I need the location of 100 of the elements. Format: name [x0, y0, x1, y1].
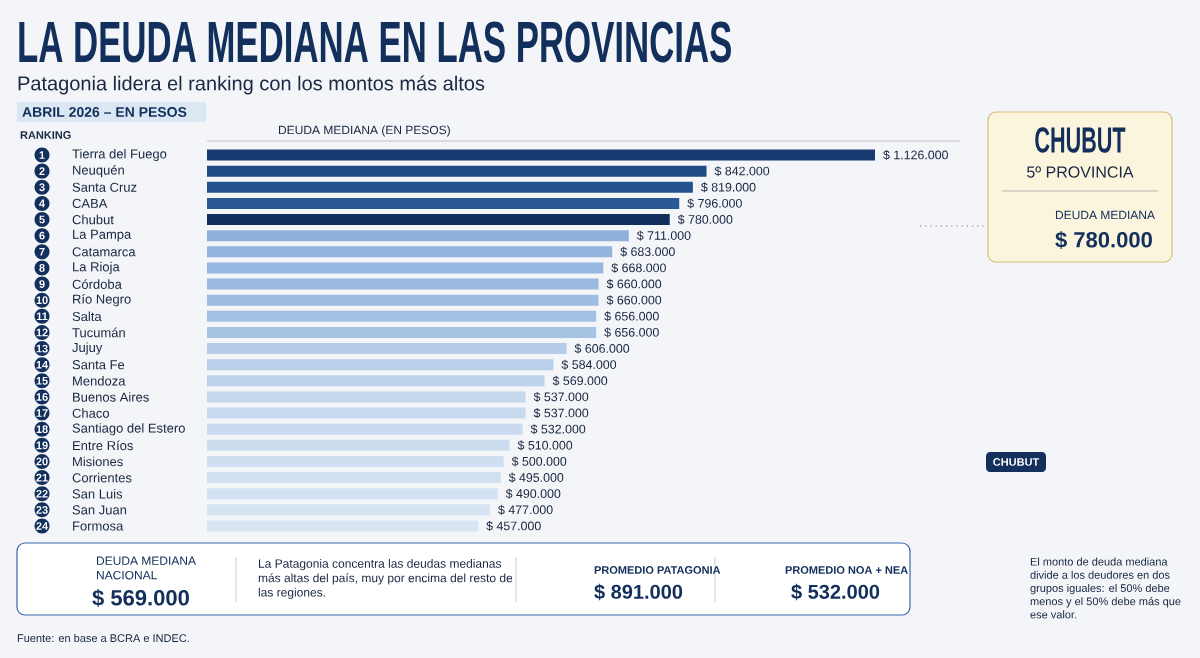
- bar: [207, 423, 523, 435]
- text: 22: [36, 489, 48, 498]
- bar: [207, 504, 490, 516]
- bar: [207, 181, 693, 193]
- y-tick-label: Formosa: [73, 521, 124, 531]
- text: $ 780.000: [1055, 231, 1152, 249]
- bar: [207, 520, 479, 532]
- text: 12: [36, 328, 48, 337]
- data-label: $ 477.000: [498, 504, 553, 515]
- data-label: $ 656.000: [604, 311, 659, 322]
- data-label: $ 660.000: [606, 279, 662, 290]
- text: 3: [39, 183, 45, 192]
- bar: [207, 165, 707, 177]
- data-label: $ 500.000: [511, 456, 567, 467]
- text: 6: [39, 231, 45, 240]
- y-tick-label: Tierra del Fuego: [72, 148, 167, 162]
- y-tick-label: Neuquén: [73, 165, 124, 178]
- text: La Patagonia concentra las deudas medianas más altas del país, muy por encima del resto de las regiones.: [258, 558, 513, 599]
- text: PROMEDIO NOA + NEA: [785, 566, 908, 574]
- text: DEUDA MEDIANA (EN PESOS): [278, 125, 450, 137]
- data-label: $ 495.000: [508, 472, 564, 483]
- bar: [207, 278, 599, 290]
- text: DEUDA MEDIANA: [1055, 210, 1155, 220]
- text: 21: [36, 473, 48, 482]
- bar: [207, 407, 526, 419]
- text: 23: [36, 505, 48, 514]
- y-tick-label: Santa Cruz: [72, 182, 137, 192]
- text: 2: [39, 167, 45, 175]
- y-tick-label: San Luis: [72, 488, 123, 499]
- bar: [207, 197, 680, 209]
- y-tick-label: Santa Fe: [72, 360, 125, 370]
- text: 11: [36, 312, 48, 321]
- text: CHUBUT: [993, 458, 1040, 466]
- data-label: $ 532.000: [530, 424, 586, 435]
- y-tick-label: Chubut: [72, 214, 114, 225]
- chart-title: LA DEUDA MEDIANA EN LAS PROVINCIAS: [19, 21, 731, 63]
- bar: [207, 326, 597, 338]
- y-tick-label: Santiago del Estero: [72, 423, 185, 436]
- text: 15: [36, 376, 48, 385]
- data-label: $ 842.000: [714, 166, 770, 177]
- y-tick-label: Córdoba: [72, 279, 122, 289]
- y-tick-label: San Juan: [72, 505, 127, 515]
- y-tick-label: Corrientes: [72, 472, 132, 483]
- text: 18: [36, 425, 48, 434]
- text: PROMEDIO PATAGONIA: [594, 566, 721, 574]
- text: 7: [39, 248, 45, 256]
- y-tick-label: Mendoza: [73, 376, 126, 386]
- text: $ 891.000: [594, 583, 683, 601]
- y-tick-label: Chaco: [72, 408, 110, 418]
- text: 8: [39, 264, 45, 272]
- data-label: $ 660.000: [606, 295, 662, 306]
- data-label: $ 819.000: [701, 182, 756, 193]
- data-label: $ 683.000: [620, 246, 675, 257]
- text: 17: [36, 409, 48, 417]
- y-tick-label: La Rioja: [73, 261, 120, 274]
- text: 9: [39, 280, 45, 288]
- text: $ 569.000: [92, 589, 189, 607]
- data-label: $ 510.000: [517, 440, 573, 451]
- bar: [207, 359, 554, 371]
- y-tick-label: Río Negro: [73, 294, 131, 307]
- data-label: $ 780.000: [677, 214, 733, 225]
- text: 4: [39, 199, 46, 208]
- data-label: $ 537.000: [533, 408, 589, 419]
- bar: [207, 439, 510, 451]
- data-label: $ 457.000: [486, 521, 541, 531]
- y-tick-label: Tucumán: [72, 327, 125, 338]
- bar: [207, 488, 498, 500]
- data-label: $ 606.000: [574, 343, 630, 354]
- y-tick-label: La Pampa: [73, 229, 132, 242]
- text: 14: [36, 360, 49, 369]
- text: 16: [36, 393, 48, 401]
- text: 13: [36, 344, 48, 353]
- data-label: $ 537.000: [533, 391, 589, 402]
- data-label: $ 668.000: [611, 262, 666, 273]
- text: 10: [36, 296, 48, 305]
- y-tick-label: CABA: [72, 198, 108, 208]
- text: 5º PROVINCIA: [1027, 166, 1134, 178]
- text: 1: [39, 151, 45, 159]
- bar: [207, 391, 526, 403]
- data-label: $ 584.000: [561, 359, 617, 370]
- bar: [207, 310, 597, 322]
- text: CHUBUT: [1035, 127, 1126, 153]
- y-tick-label: Catamarca: [72, 247, 136, 257]
- chart-subtitle: Patagonia lidera el ranking con los montos más altos: [18, 75, 485, 95]
- text: 5: [39, 215, 45, 224]
- text: 19: [36, 441, 48, 450]
- bar: [207, 294, 599, 306]
- text: $ 532.000: [791, 583, 880, 601]
- data-label: $ 796.000: [687, 198, 742, 209]
- y-tick-label: Misiones: [73, 456, 123, 467]
- bar: [207, 214, 670, 226]
- bar: [207, 375, 545, 387]
- text: RANKING: [20, 131, 71, 139]
- y-tick-label: Entre Ríos: [73, 440, 133, 451]
- text: DEUDA MEDIANA NACIONAL: [96, 556, 196, 580]
- text: 24: [36, 522, 49, 530]
- data-label: $ 569.000: [552, 375, 608, 386]
- bar: [207, 230, 629, 242]
- data-label: $ 490.000: [505, 488, 561, 499]
- bar: [207, 246, 613, 258]
